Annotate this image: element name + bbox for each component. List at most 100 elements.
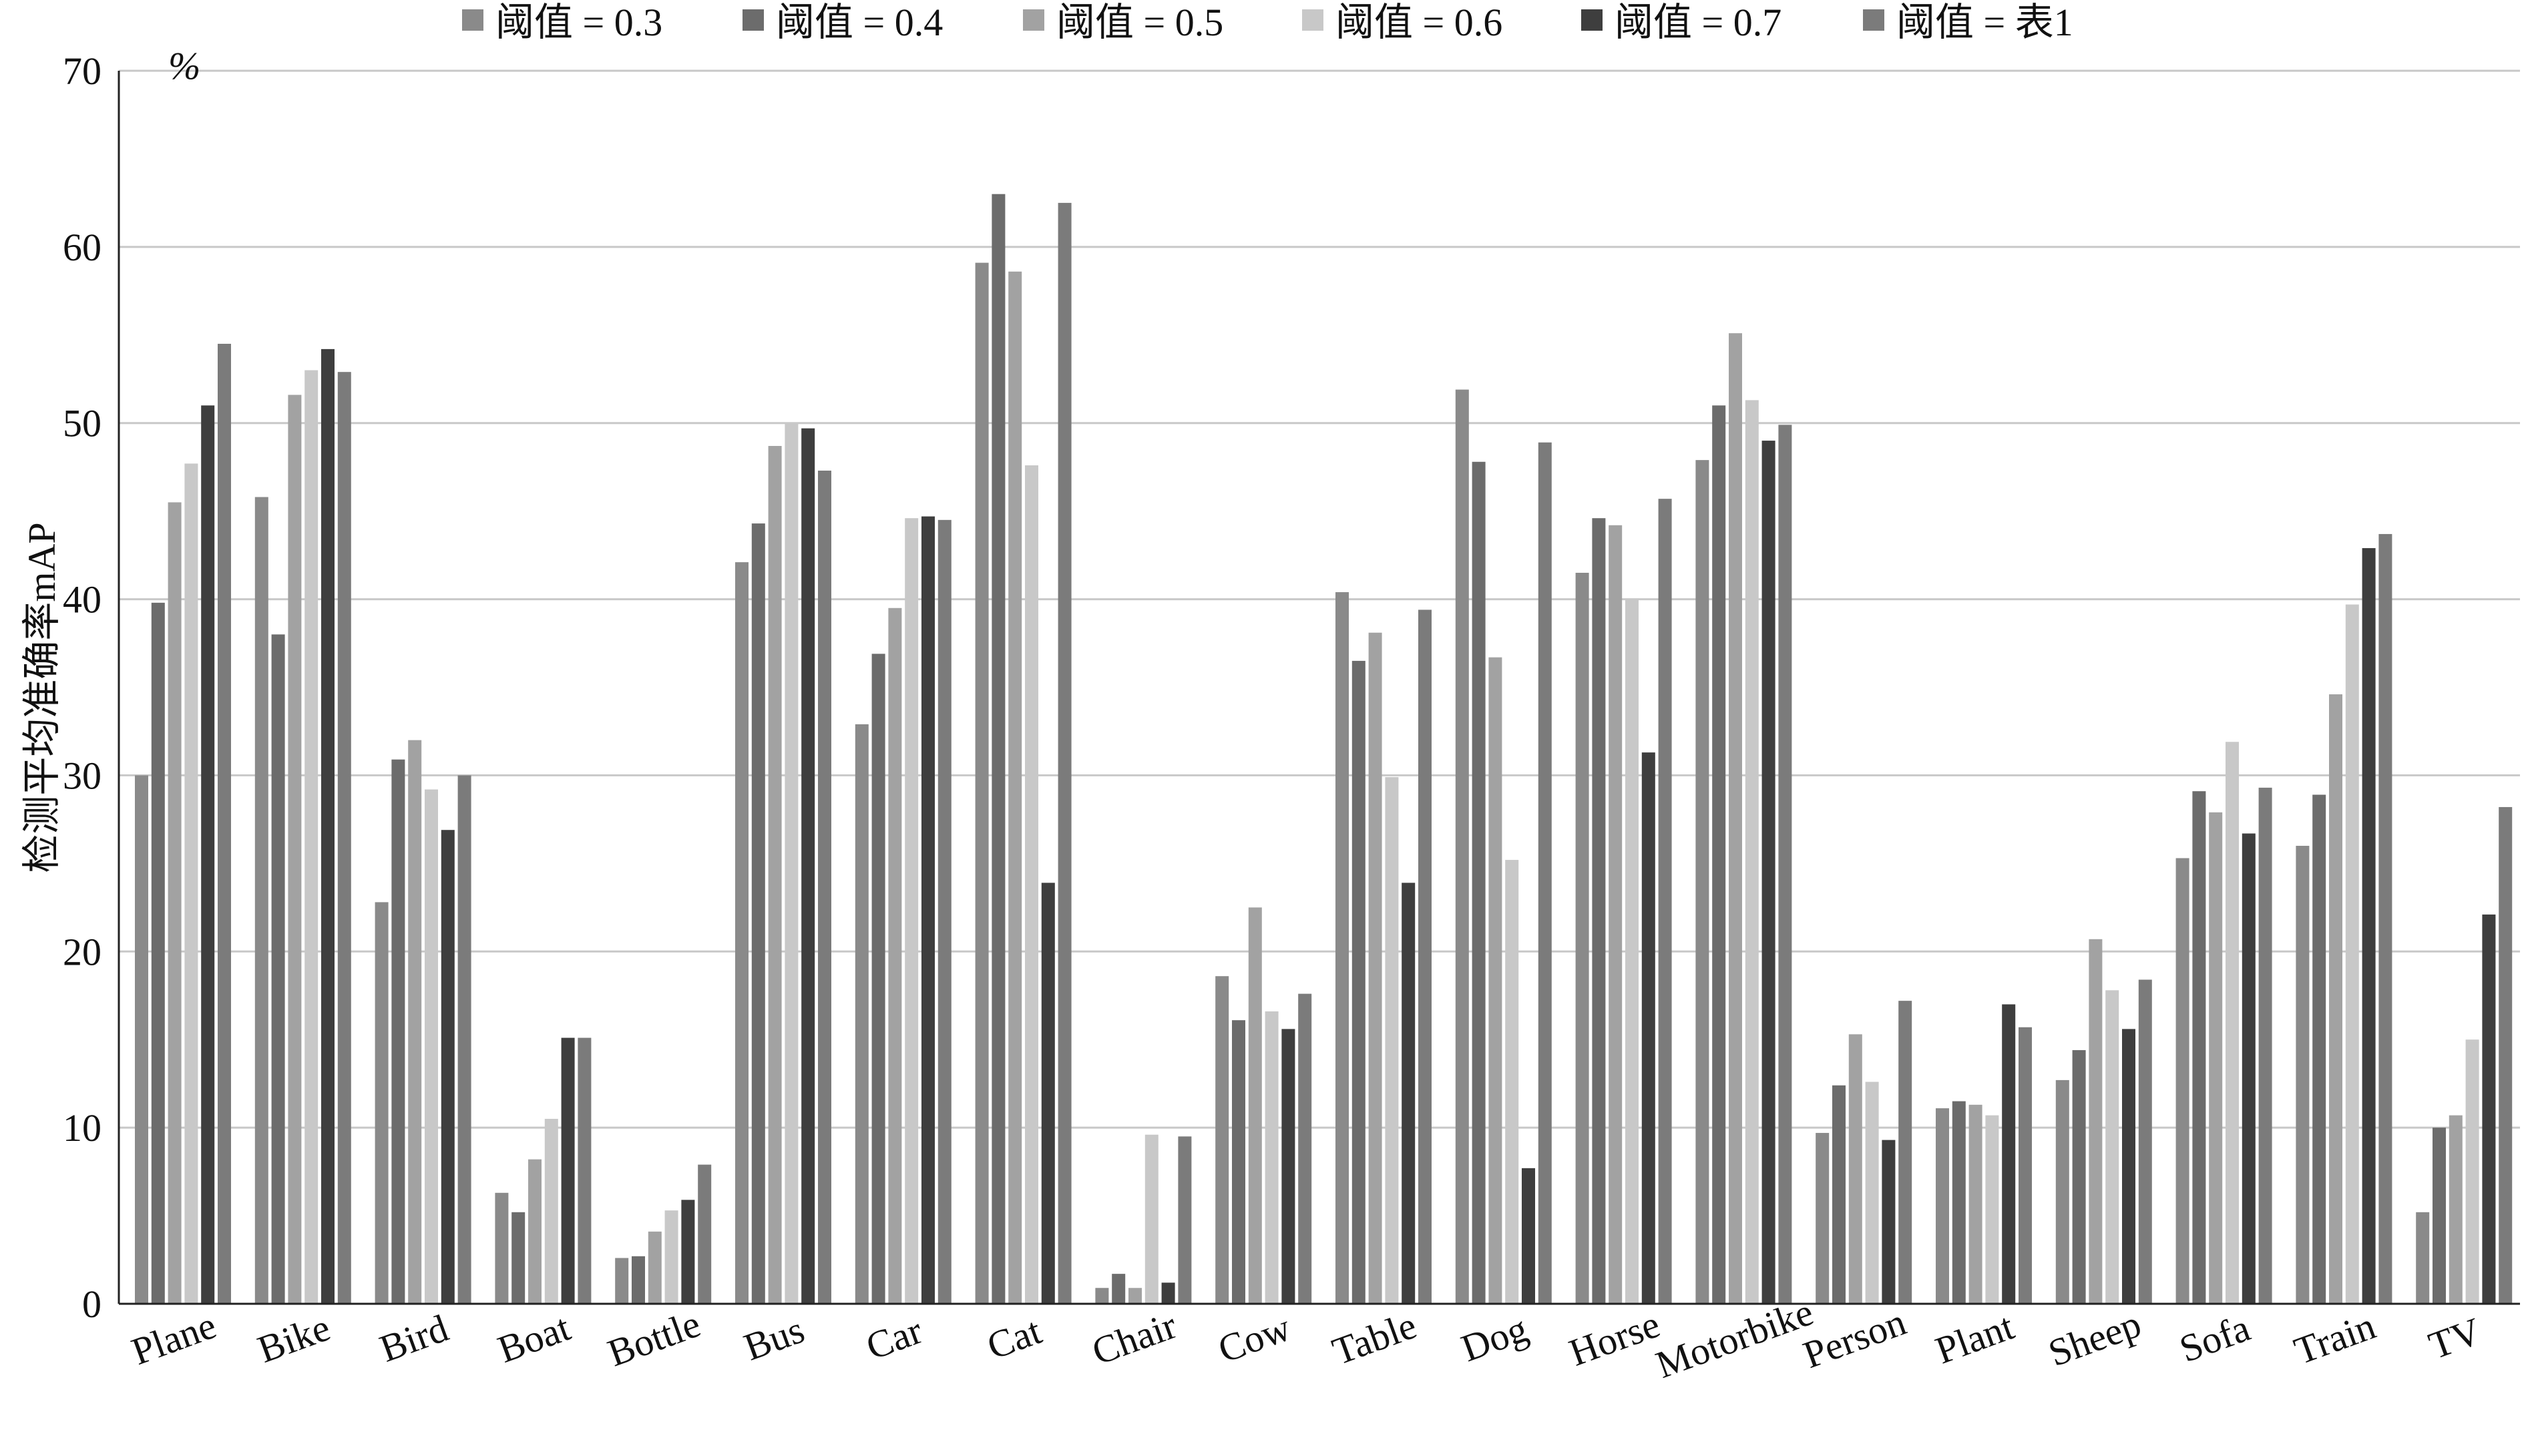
bar: [391, 759, 405, 1304]
bar: [1695, 460, 1709, 1304]
bar: [648, 1231, 662, 1304]
legend: 阈值 = 0.3 阈值 = 0.4 阈值 = 0.5 阈值 = 0.6 阈值 = 0.7…: [462, 1, 2073, 44]
bar: [254, 497, 268, 1304]
bar: [1248, 907, 1262, 1304]
bar: [1898, 1001, 1912, 1304]
bar: [1351, 660, 1365, 1304]
bar: [441, 830, 455, 1304]
bar: [1058, 202, 1072, 1304]
bar: [2345, 604, 2359, 1304]
bar: [2258, 787, 2272, 1304]
bar: [1402, 883, 1416, 1304]
bar: [1008, 271, 1022, 1304]
legend-label: 阈值 = 0.3: [495, 1, 662, 44]
y-tick-label: 50: [63, 402, 101, 445]
bar: [1178, 1136, 1192, 1304]
x-tick-label: Plant: [1930, 1304, 2019, 1373]
x-tick-label: Dog: [1456, 1306, 1533, 1370]
legend-swatch: [1023, 9, 1044, 31]
legend-swatch: [462, 9, 483, 31]
bar: [1936, 1108, 1949, 1304]
bar: [921, 516, 935, 1304]
bar: [1745, 400, 1759, 1304]
bar: [1609, 525, 1623, 1304]
bar: [2122, 1029, 2135, 1304]
bar: [1232, 1020, 1245, 1304]
bar: [495, 1192, 509, 1304]
bar: [375, 902, 389, 1304]
legend-swatch: [1302, 9, 1323, 31]
bar: [1968, 1104, 1982, 1304]
bar: [1832, 1085, 1846, 1304]
bar: [785, 423, 799, 1304]
bar: [1712, 405, 1726, 1304]
bar: [664, 1210, 678, 1304]
x-tick-label: Table: [1327, 1303, 1422, 1373]
y-tick-label: 60: [63, 226, 101, 269]
bars: [135, 194, 2513, 1304]
bar: [1625, 599, 1639, 1304]
y-axis-label: 检测平均准确率mAP: [20, 522, 63, 873]
bar: [1095, 1288, 1109, 1304]
bar: [871, 654, 885, 1304]
y-tick-label: 40: [63, 578, 101, 622]
y-tick-label: 30: [63, 754, 101, 797]
x-tick-label: Person: [1798, 1300, 1912, 1377]
bar: [1298, 993, 1312, 1304]
bar: [2499, 806, 2513, 1304]
bar: [1761, 441, 1775, 1304]
bar: [511, 1212, 525, 1304]
bar: [1816, 1133, 1830, 1304]
bar: [2138, 979, 2152, 1304]
bar: [1128, 1288, 1142, 1304]
bar: [768, 446, 782, 1304]
x-tick-label: Train: [2288, 1304, 2380, 1373]
bar: [528, 1159, 542, 1304]
bar: [135, 775, 148, 1304]
bar: [408, 740, 422, 1304]
bar: [615, 1258, 629, 1304]
legend-label: 阈值 = 0.5: [1056, 1, 1223, 44]
bar: [1985, 1115, 1999, 1304]
bar: [855, 724, 869, 1304]
bar: [151, 602, 165, 1304]
bar: [2296, 845, 2310, 1304]
bar: [1335, 592, 1349, 1304]
bar: [698, 1164, 712, 1304]
x-tick-label: Cow: [1213, 1305, 1296, 1371]
bar: [321, 348, 335, 1304]
x-tick-label: Horse: [1564, 1302, 1665, 1374]
bar: [2449, 1115, 2463, 1304]
bar: [304, 370, 319, 1304]
bar: [888, 608, 902, 1304]
bar: [1575, 572, 1589, 1304]
bar: [2002, 1004, 2016, 1304]
bar: [2482, 914, 2496, 1304]
bar: [168, 502, 182, 1304]
bar: [2312, 794, 2326, 1304]
x-tick-label: Cat: [982, 1308, 1047, 1368]
bar: [1368, 632, 1382, 1304]
bar: [2209, 812, 2223, 1304]
bar: [2105, 990, 2119, 1304]
bar: [2175, 858, 2189, 1304]
bar: [2089, 939, 2103, 1304]
y-tick-label: 0: [82, 1282, 101, 1326]
bar: [1778, 425, 1792, 1304]
bar: [751, 523, 765, 1304]
bar: [1455, 389, 1469, 1304]
bar: [735, 562, 749, 1304]
bar: [2378, 533, 2392, 1304]
legend-label: 阈值 = 0.4: [776, 1, 943, 44]
bar: [1882, 1140, 1896, 1304]
x-tick-label: Sofa: [2174, 1306, 2256, 1371]
bar: [2433, 1128, 2446, 1304]
bar: [2465, 1039, 2479, 1304]
bar: [905, 518, 919, 1304]
bar: [201, 405, 215, 1304]
bar: [184, 463, 198, 1304]
bar: [1281, 1029, 1295, 1304]
bar: [1505, 860, 1519, 1304]
